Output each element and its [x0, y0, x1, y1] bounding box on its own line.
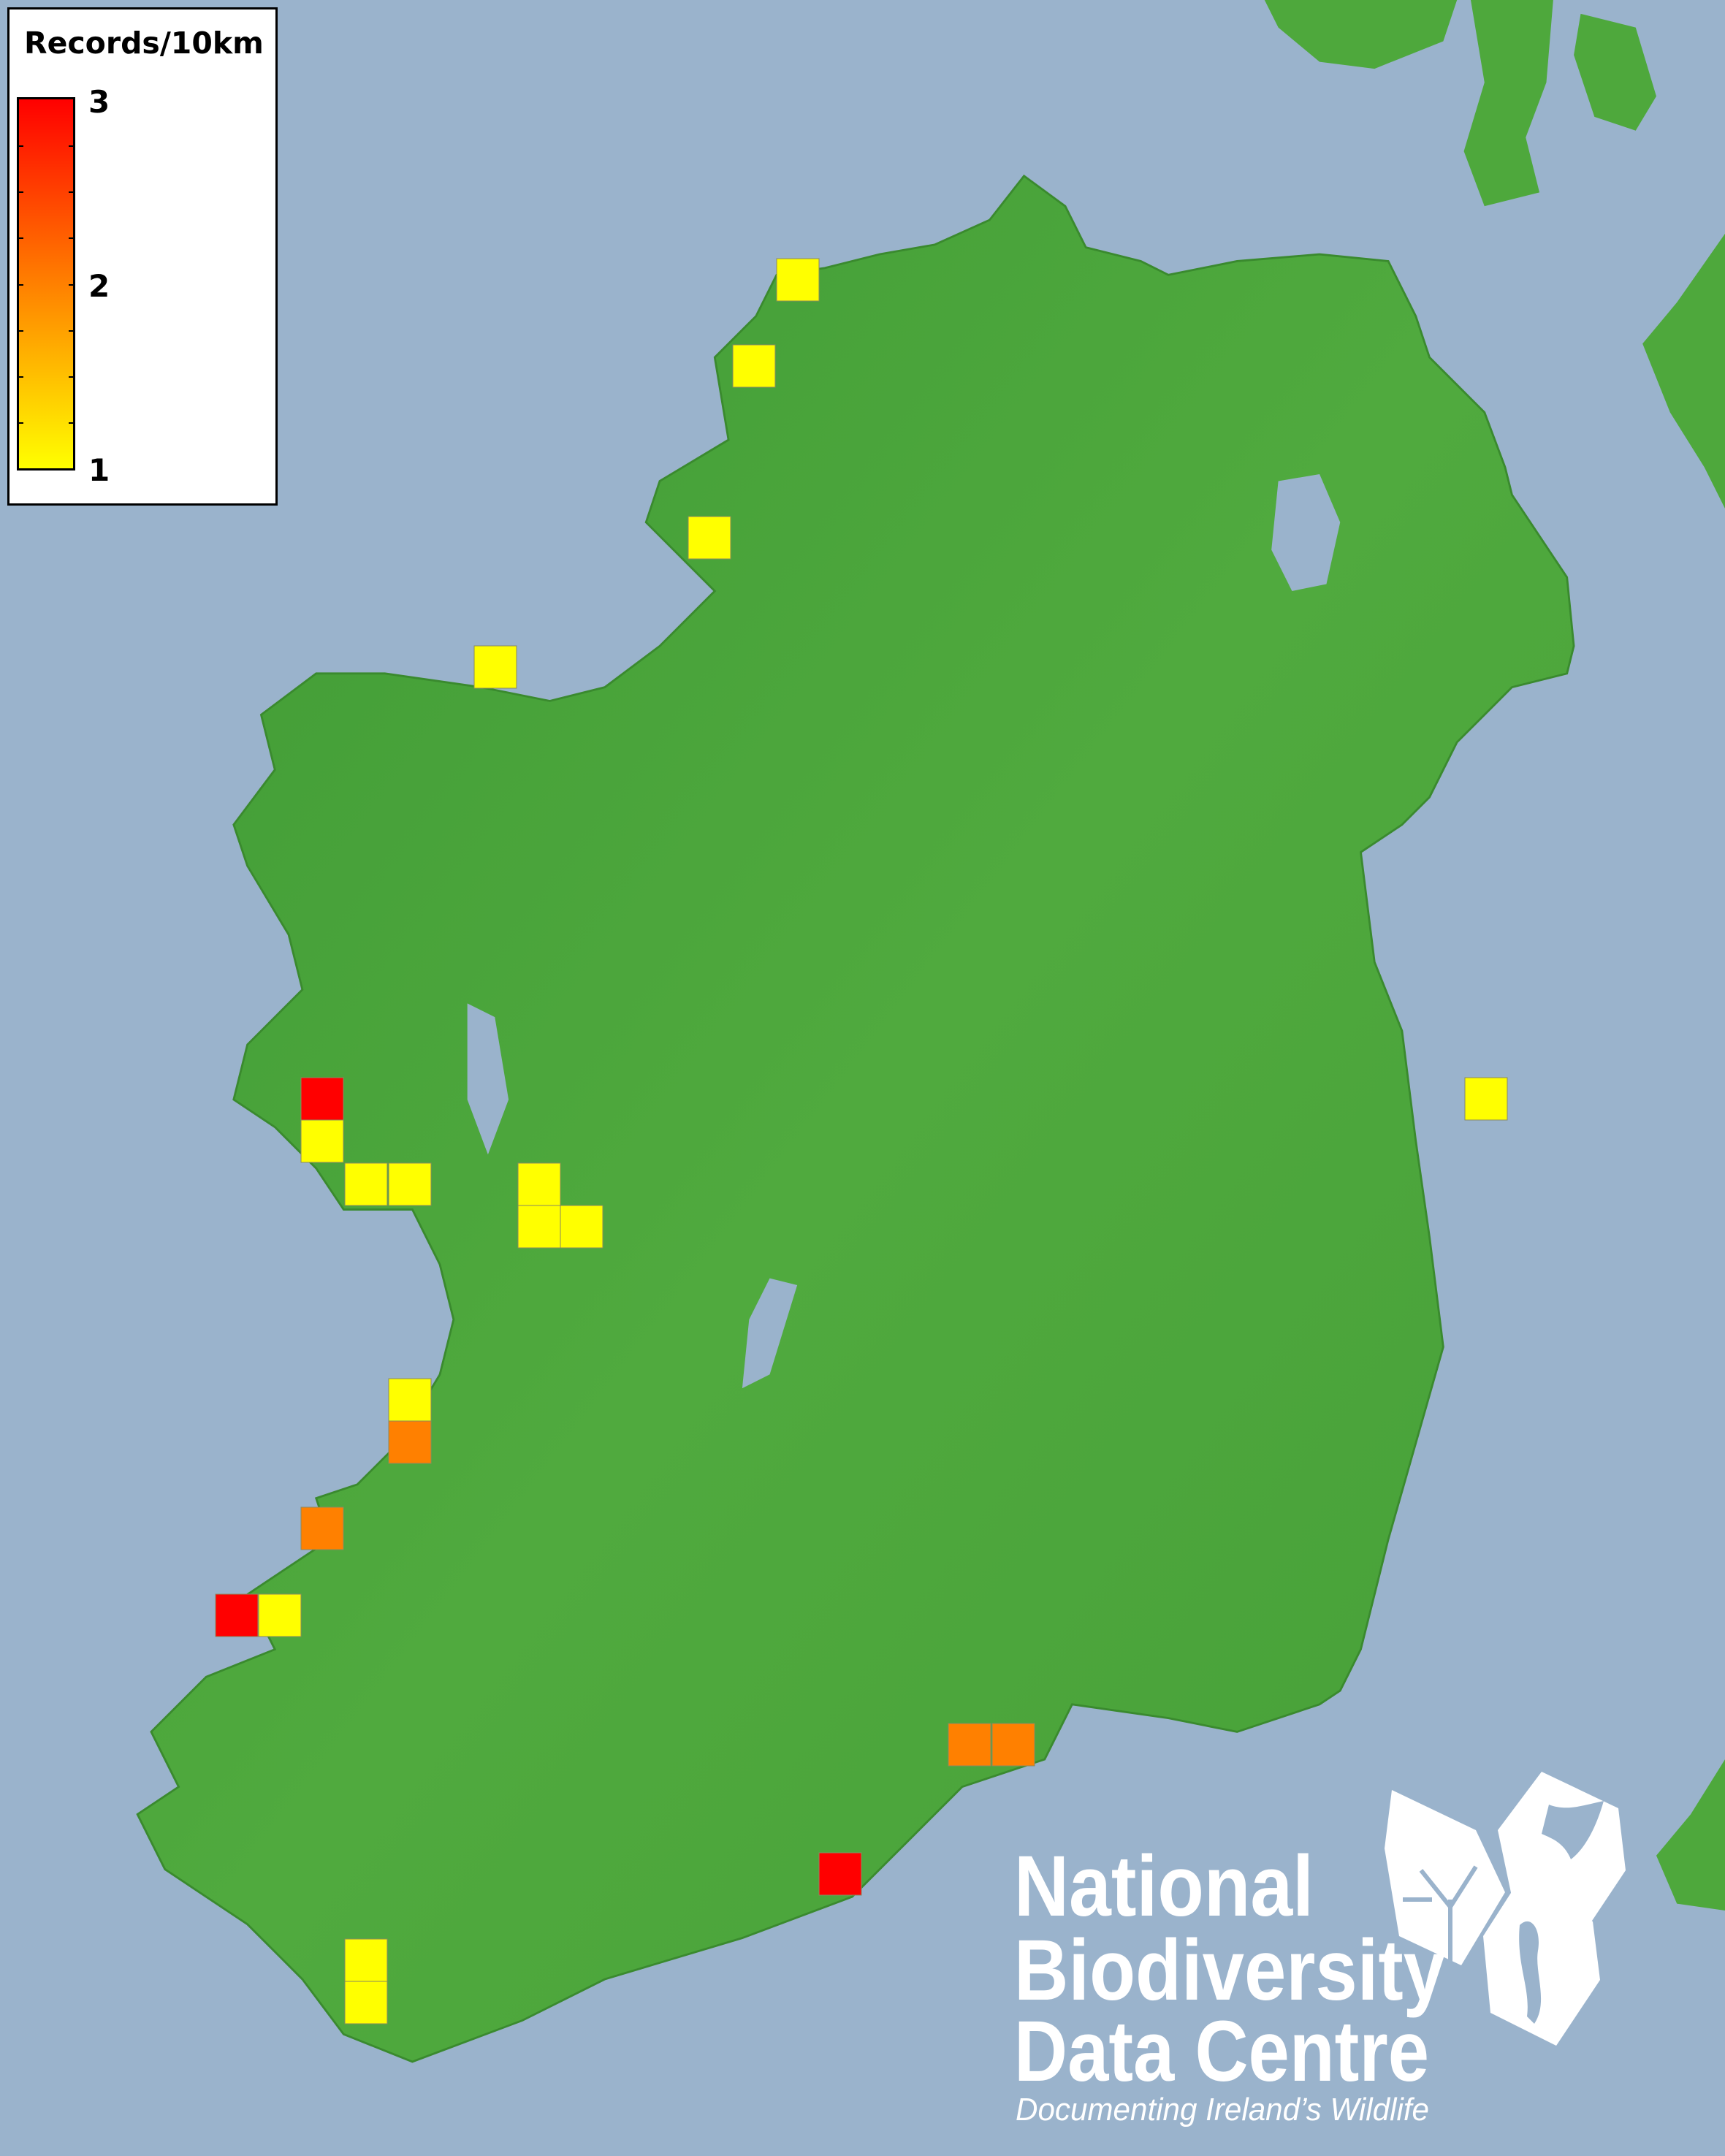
logo-line-biodiversity: Biodiversity: [1014, 1922, 1445, 2019]
record-square: [517, 1205, 561, 1249]
land-layer: [136, 0, 1725, 2063]
lough-neagh: [1271, 474, 1341, 591]
logo-tagline: Documenting Ireland’s Wildlife: [1016, 2092, 1429, 2128]
record-square: [991, 1723, 1035, 1767]
record-square: [344, 1938, 388, 1982]
record-square: [388, 1162, 432, 1206]
logo-line-national: National: [1014, 1838, 1314, 1935]
record-square: [258, 1593, 302, 1637]
legend-label-min: 1: [88, 452, 110, 488]
legend-label-max: 3: [88, 84, 110, 120]
record-square: [300, 1119, 344, 1163]
record-square: [948, 1723, 991, 1767]
ireland-landmass: [136, 174, 1575, 2063]
record-square: [776, 258, 820, 302]
record-square: [732, 344, 776, 388]
record-square: [517, 1162, 561, 1206]
scotland-islands: [1264, 0, 1725, 509]
record-square: [344, 1162, 388, 1206]
record-square: [688, 516, 731, 560]
record-square: [1464, 1077, 1508, 1121]
record-square: [300, 1077, 344, 1121]
seahorse-icon: [1483, 1885, 1600, 2046]
legend: Records/10km 3 2 1: [7, 7, 278, 506]
tree-icon: [1385, 1790, 1505, 1965]
wales-coast: [1656, 1759, 1725, 1911]
record-square: [344, 1981, 388, 2024]
legend-label-mid: 2: [88, 268, 110, 304]
legend-title: Records/10km: [24, 26, 264, 61]
lough-derg: [742, 1278, 798, 1389]
record-square: [388, 1378, 432, 1422]
record-square: [300, 1506, 344, 1550]
ndbc-logo: National Biodiversity Data Centre Docume…: [1014, 1772, 1626, 2128]
lough-corrib: [467, 1003, 509, 1155]
logo-hexagons: [1385, 1772, 1626, 2046]
record-squares: [215, 258, 1508, 2024]
record-square: [560, 1205, 603, 1249]
record-square: [818, 1852, 862, 1896]
logo-line-data-centre: Data Centre: [1014, 2003, 1429, 2100]
legend-color-bar: [17, 97, 75, 471]
record-square: [473, 645, 517, 689]
record-square: [215, 1593, 259, 1637]
record-square: [388, 1420, 432, 1464]
